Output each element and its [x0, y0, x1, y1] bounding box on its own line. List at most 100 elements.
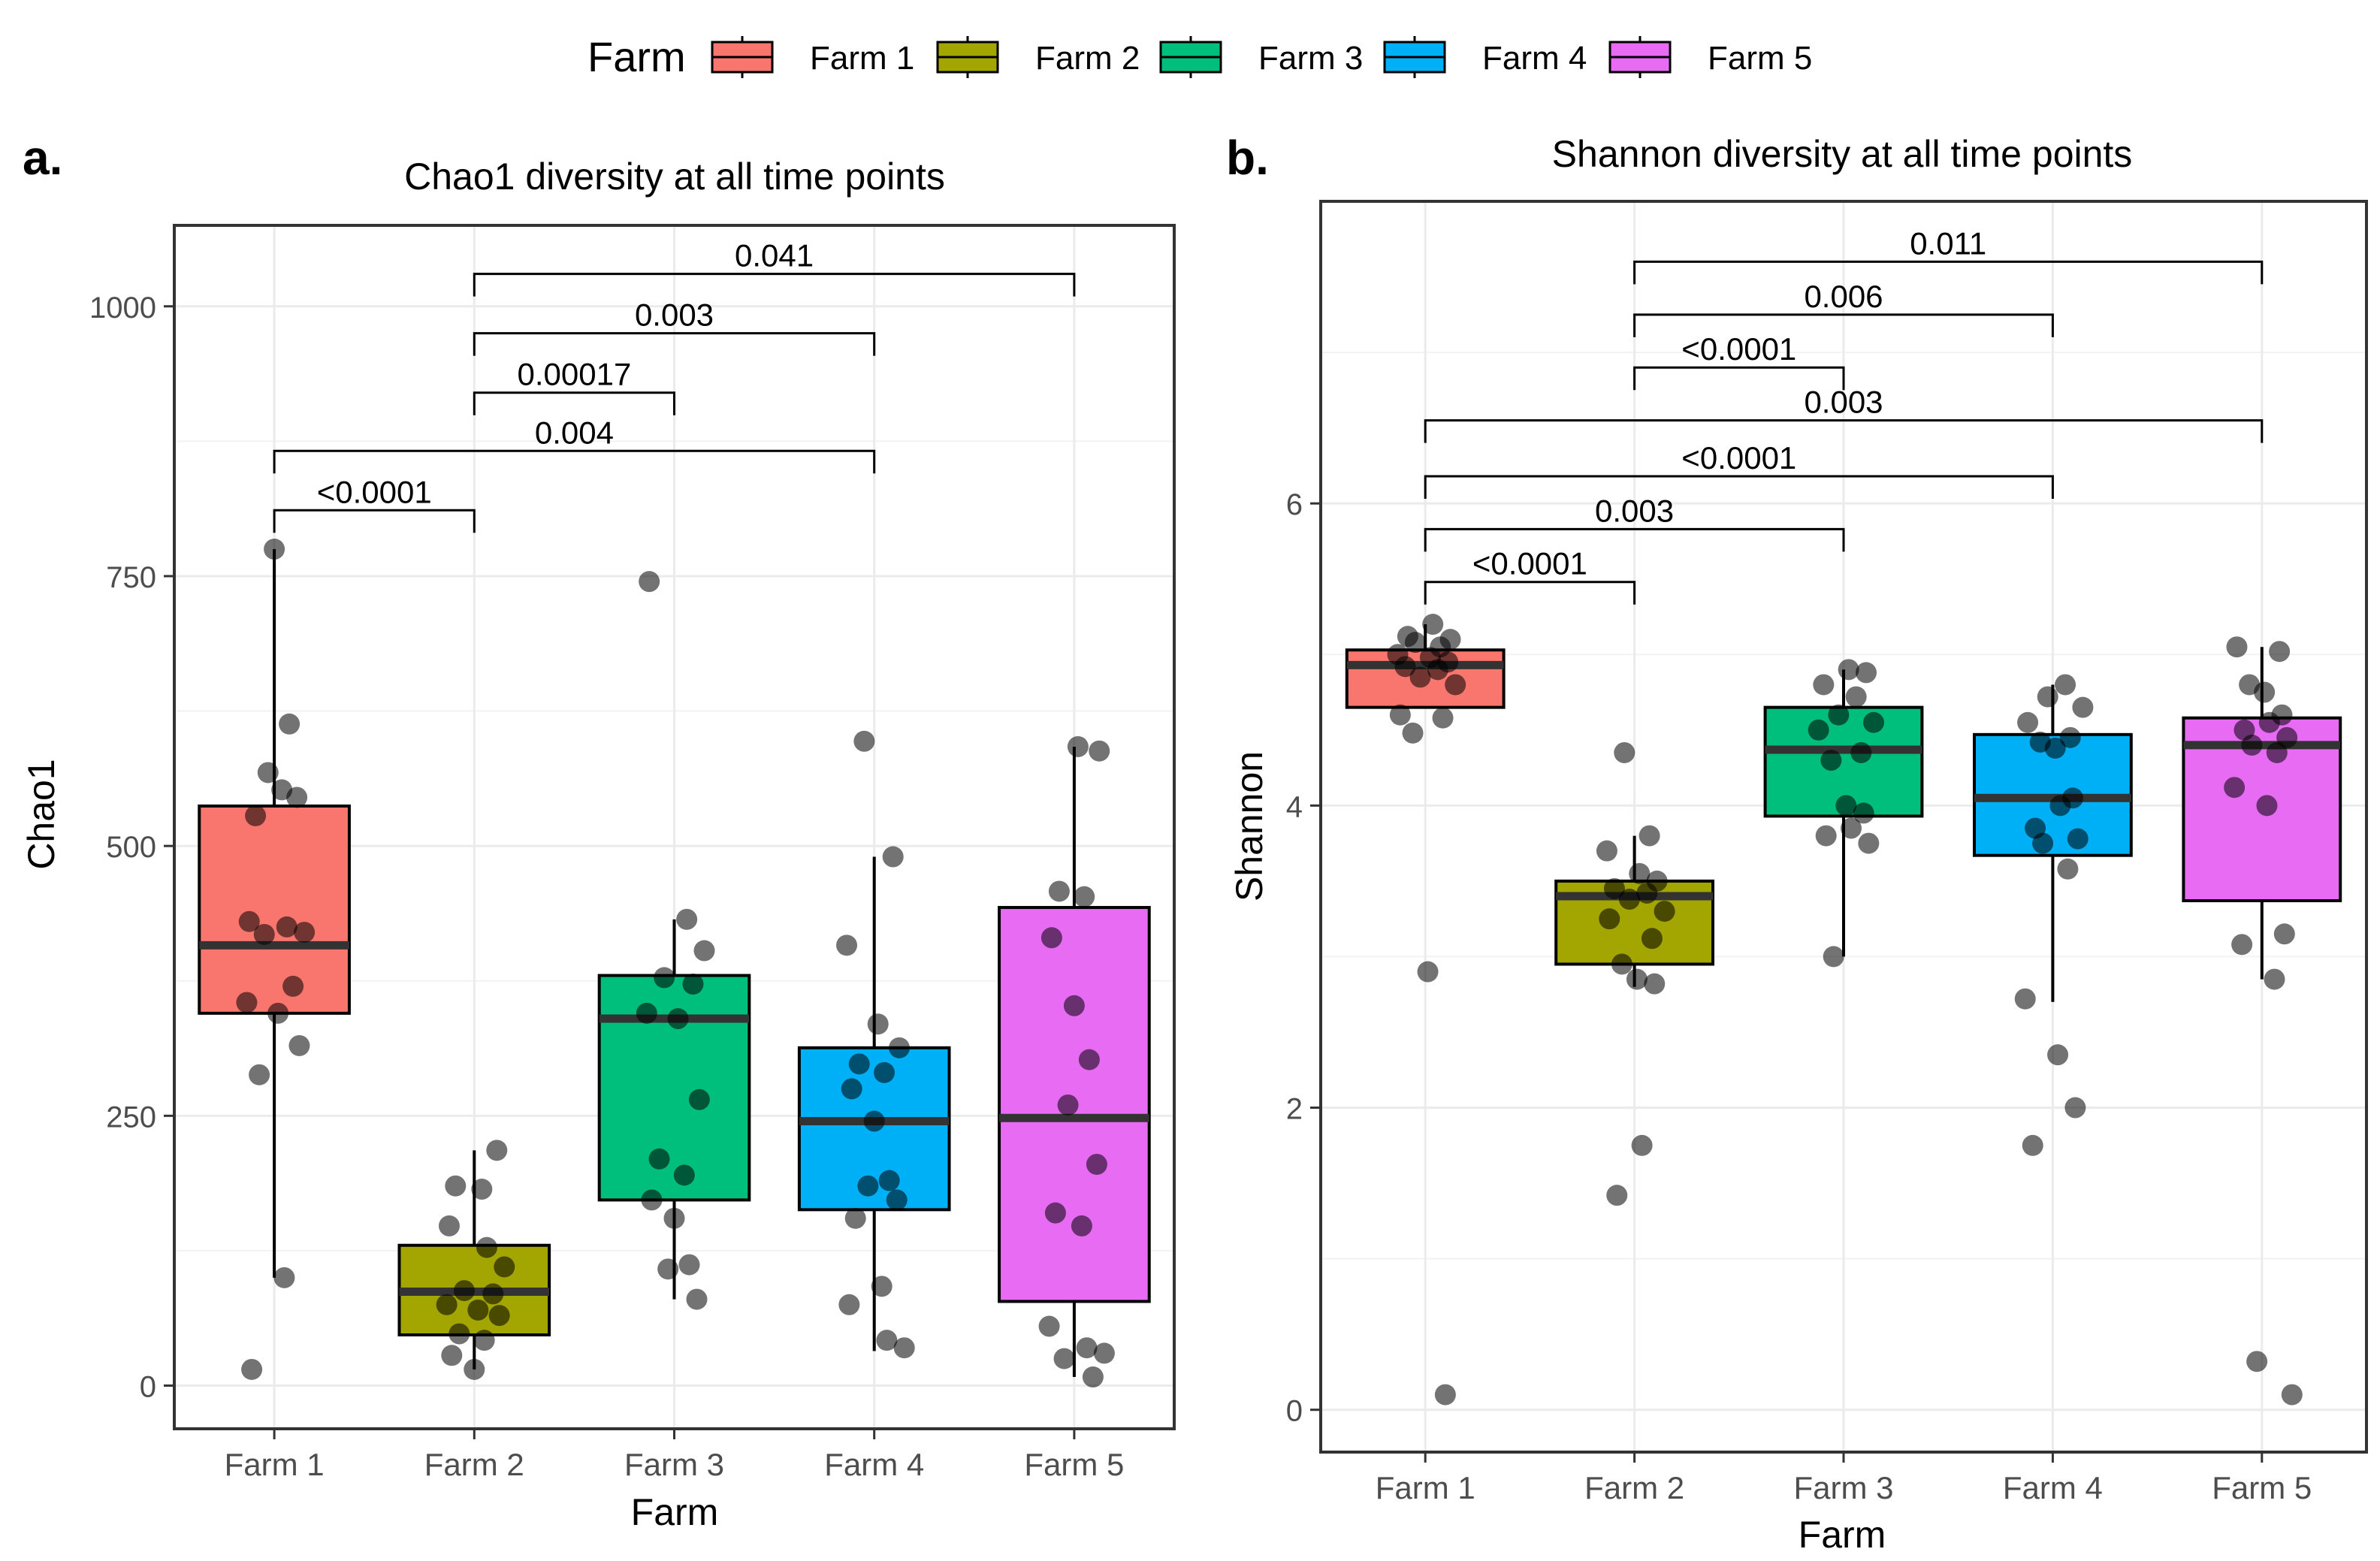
data-point-a-farm-3-5 [636, 1002, 657, 1024]
data-point-b-farm-4-2 [2072, 696, 2094, 718]
data-point-a-farm-4-10 [857, 1175, 879, 1197]
data-point-b-farm-2-10 [1641, 928, 1663, 950]
data-point-a-farm-1-15 [273, 1267, 295, 1288]
data-point-a-farm-5-10 [1071, 1215, 1092, 1236]
y-tick-label-a-2: 500 [106, 831, 156, 864]
x-tick-label-b-farm-5: Farm 5 [2212, 1470, 2312, 1505]
legend-label-farm-5: Farm 5 [1708, 40, 1812, 77]
data-point-a-farm-2-12 [473, 1330, 495, 1351]
comparison-pvalue-a-0: 0.041 [735, 238, 814, 273]
data-point-b-farm-5-16 [2281, 1384, 2303, 1406]
data-point-b-farm-5-3 [2254, 681, 2276, 703]
data-point-a-farm-4-11 [886, 1189, 908, 1211]
data-point-b-farm-5-5 [2258, 711, 2280, 733]
data-point-b-farm-4-10 [2067, 828, 2089, 850]
data-point-b-farm-2-2 [1596, 840, 1617, 862]
data-point-b-farm-5-9 [2266, 741, 2288, 763]
data-point-b-farm-1-0 [1422, 614, 1444, 636]
data-point-b-farm-5-14 [2264, 968, 2285, 990]
data-point-a-farm-2-3 [438, 1215, 460, 1236]
data-point-a-farm-3-3 [654, 967, 675, 989]
data-point-b-farm-5-8 [2241, 734, 2263, 756]
comparison-pvalue-b-5: 0.003 [1595, 493, 1674, 528]
y-tick-label-a-3: 750 [106, 561, 156, 594]
data-point-a-farm-3-0 [639, 571, 660, 593]
data-point-a-farm-5-5 [1063, 995, 1085, 1016]
data-point-b-farm-2-6 [1636, 882, 1658, 904]
data-point-a-farm-3-10 [641, 1189, 663, 1211]
data-point-a-farm-1-5 [271, 779, 293, 801]
data-point-a-farm-1-10 [282, 975, 304, 997]
comparison-pvalue-b-2: <0.0001 [1681, 331, 1796, 367]
data-point-b-farm-2-15 [1606, 1185, 1628, 1206]
y-tick-label-b-1: 2 [1286, 1093, 1303, 1126]
comparison-pvalue-a-4: <0.0001 [317, 474, 432, 509]
data-point-a-farm-3-6 [667, 1008, 689, 1030]
data-point-b-farm-3-6 [1808, 719, 1829, 741]
data-point-b-farm-5-0 [2226, 636, 2248, 658]
legend: Farm Farm 1 Farm 2 Farm 3 Farm 4 Farm 5 [587, 33, 1812, 80]
legend-label-farm-4: Farm 4 [1482, 40, 1587, 77]
y-tick-label-b-3: 6 [1286, 488, 1303, 521]
data-point-a-farm-4-1 [882, 846, 904, 868]
data-point-b-farm-3-0 [1838, 659, 1859, 681]
y-axis-label-b: Shannon [1228, 751, 1270, 901]
legend-label-farm-2: Farm 2 [1035, 40, 1140, 77]
data-point-a-farm-3-12 [678, 1254, 700, 1276]
data-point-a-farm-1-0 [264, 539, 285, 560]
data-point-a-farm-1-8 [294, 922, 316, 944]
data-point-b-farm-4-3 [2017, 711, 2039, 733]
comparison-bracket-b-5 [1424, 527, 1845, 552]
data-point-a-farm-1-16 [241, 1358, 263, 1380]
comparison-pvalue-b-6: <0.0001 [1472, 546, 1587, 581]
data-point-b-farm-1-14 [1402, 722, 1424, 744]
comparison-bracket-b-2 [1633, 366, 1845, 391]
data-point-a-farm-3-4 [682, 974, 704, 995]
data-point-b-farm-1-16 [1434, 1384, 1456, 1406]
chart-title-b: Shannon diversity at all time points [1552, 133, 2133, 175]
data-point-b-farm-2-9 [1599, 908, 1620, 930]
data-point-b-farm-5-10 [2224, 777, 2246, 799]
x-tick-label-b-farm-4: Farm 4 [2003, 1470, 2103, 1505]
data-point-b-farm-4-16 [2022, 1134, 2043, 1156]
data-point-a-farm-4-16 [893, 1337, 915, 1359]
legend-title: Farm [587, 33, 686, 80]
comparison-bracket-b-1 [1633, 313, 2054, 337]
data-point-a-farm-3-7 [688, 1088, 710, 1110]
data-point-a-farm-4-12 [844, 1207, 866, 1229]
data-point-b-farm-3-10 [1853, 802, 1874, 824]
data-point-a-farm-2-13 [441, 1345, 463, 1366]
data-point-a-farm-5-8 [1086, 1153, 1107, 1175]
data-point-b-farm-2-8 [1654, 901, 1675, 922]
data-point-b-farm-4-4 [2059, 726, 2081, 748]
comparison-pvalue-b-3: 0.003 [1804, 385, 1883, 420]
comparison-pvalue-b-4: <0.0001 [1681, 440, 1796, 476]
x-tick-label-b-farm-3: Farm 3 [1793, 1470, 1893, 1505]
data-point-a-farm-1-6 [238, 910, 260, 932]
data-point-b-farm-3-1 [1856, 662, 1877, 684]
data-point-b-farm-3-12 [1815, 825, 1837, 847]
data-point-a-farm-1-11 [236, 992, 258, 1013]
data-point-a-farm-1-14 [249, 1064, 270, 1085]
data-point-b-farm-2-7 [1618, 889, 1640, 910]
data-point-a-farm-4-2 [836, 934, 858, 956]
legend-label-farm-3: Farm 3 [1258, 40, 1363, 77]
data-point-a-farm-3-11 [663, 1207, 685, 1229]
data-point-a-farm-4-7 [841, 1078, 862, 1100]
data-point-b-farm-4-0 [2055, 674, 2076, 696]
data-point-a-farm-1-4 [245, 805, 267, 826]
data-point-a-farm-5-13 [1093, 1342, 1115, 1364]
data-point-b-farm-4-1 [2037, 686, 2058, 708]
comparison-bracket-a-0 [473, 273, 1076, 297]
data-point-a-farm-2-5 [494, 1256, 515, 1278]
data-point-b-farm-1-12 [1389, 704, 1411, 726]
data-point-a-farm-2-0 [486, 1140, 508, 1161]
y-tick-label-a-4: 1000 [89, 291, 156, 325]
data-point-b-farm-5-7 [2276, 726, 2298, 748]
data-point-a-farm-5-2 [1048, 880, 1070, 902]
data-point-b-farm-1-10 [1409, 666, 1431, 688]
x-tick-label-a-farm-3: Farm 3 [624, 1447, 724, 1482]
data-point-a-farm-2-10 [488, 1305, 510, 1327]
data-point-a-farm-5-7 [1057, 1094, 1079, 1116]
